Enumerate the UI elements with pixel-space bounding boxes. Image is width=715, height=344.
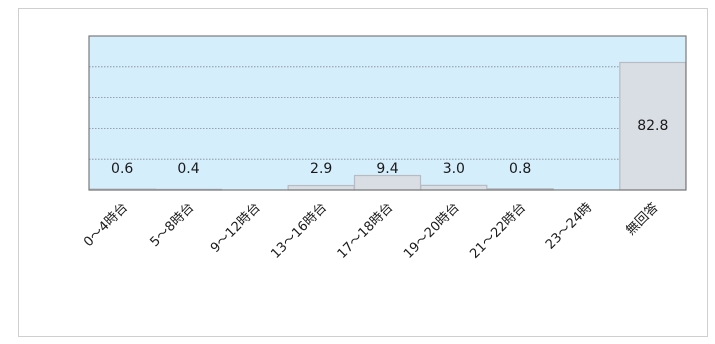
x-tick-label: 13～16時台 [268, 200, 330, 262]
bar [619, 61, 687, 191]
data-label: 2.9 [310, 161, 332, 177]
bar [420, 184, 488, 191]
data-label: 9.4 [376, 161, 398, 177]
x-tick-label: 17～18時台 [335, 200, 397, 262]
value-labels: 0.6 0.4 2.9 9.4 3.0 0.8 82.8 [111, 118, 668, 177]
bar [353, 174, 422, 191]
x-tick-label: 23～24時 [543, 200, 595, 252]
data-label: 3.0 [443, 161, 465, 177]
data-label: 82.8 [637, 118, 668, 134]
data-label: 0.4 [177, 161, 199, 177]
x-tick-labels: 0～4時台 5～8時台 9～12時台 13～16時台 17～18時台 19～20時台 21～… [81, 200, 662, 262]
x-tick-label: 9～12時台 [208, 200, 264, 256]
data-label: 0.8 [509, 161, 531, 177]
x-tick-label: 無回答 [623, 200, 662, 239]
gridlines [89, 66, 686, 160]
plot-area [89, 36, 686, 190]
plot-border [88, 35, 687, 191]
bar [287, 184, 355, 191]
x-tick-label: 5～8時台 [147, 200, 197, 250]
x-tick-label: 21～22時台 [467, 200, 529, 262]
data-label: 0.6 [111, 161, 133, 177]
x-tick-label: 0～4時台 [81, 200, 131, 250]
x-tick-label: 19～20時台 [401, 200, 463, 262]
